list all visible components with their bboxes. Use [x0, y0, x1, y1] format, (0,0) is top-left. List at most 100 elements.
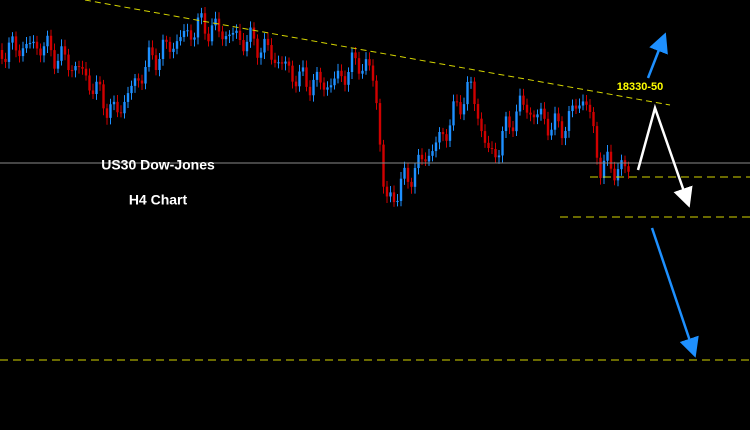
candle-body — [95, 81, 98, 95]
candle-body — [553, 113, 557, 130]
candle-body — [620, 160, 623, 170]
candle-body — [21, 48, 25, 57]
candle-body — [343, 76, 347, 85]
candle-body — [606, 151, 609, 161]
arrow-up — [646, 32, 668, 79]
candle-body — [315, 71, 319, 80]
candle-body — [14, 36, 18, 51]
candle-body — [46, 35, 49, 47]
candle-body — [60, 46, 63, 61]
candle-body — [427, 155, 431, 162]
candle-body — [445, 134, 448, 141]
candle-body — [417, 154, 420, 169]
candle-body — [182, 31, 186, 38]
candles — [0, 7, 630, 207]
candle-body — [25, 43, 28, 49]
candle-body — [532, 114, 536, 118]
candle-body — [322, 82, 326, 90]
candle-body — [560, 121, 564, 139]
candle-body — [536, 114, 539, 118]
candle-body — [112, 101, 116, 105]
candle-body — [459, 102, 462, 115]
candle-body — [354, 52, 357, 59]
candle-body — [137, 78, 140, 81]
candle-body — [515, 111, 518, 132]
candle-body — [224, 36, 228, 40]
candle-body — [84, 68, 88, 76]
candle-body — [207, 33, 210, 42]
candle-body — [193, 37, 196, 40]
candle-body — [375, 80, 378, 104]
candle-body — [357, 58, 361, 74]
candle-body — [431, 151, 434, 156]
candle-body — [340, 70, 343, 77]
candle-body — [98, 81, 102, 85]
candle-body — [494, 149, 497, 158]
candle-body — [350, 52, 354, 73]
candle-body — [469, 81, 473, 83]
candle-body — [0, 50, 4, 59]
candle-body — [81, 66, 84, 69]
candle-body — [242, 40, 245, 52]
candle-body — [228, 34, 231, 37]
candle-body — [56, 60, 60, 69]
candle-body — [277, 62, 280, 64]
candle-body — [151, 47, 154, 56]
candle-body — [161, 39, 165, 60]
candle-body — [312, 79, 315, 96]
candle-body — [347, 72, 350, 85]
candle-body — [455, 101, 459, 103]
candle-body — [413, 168, 417, 187]
candle-body — [504, 116, 508, 132]
candle-body — [210, 25, 214, 42]
candle-body — [231, 32, 235, 35]
candle-body — [511, 127, 515, 132]
candle-body — [557, 113, 560, 122]
candle-body — [144, 66, 147, 84]
candle-body — [42, 46, 46, 56]
candle-body — [564, 130, 567, 139]
candle-body — [434, 142, 438, 152]
candle-body — [550, 129, 553, 136]
candle-body — [130, 85, 133, 94]
candle-body — [203, 13, 207, 34]
candle-body — [546, 118, 550, 136]
candle-body — [382, 144, 385, 187]
candle-body — [238, 30, 242, 41]
candle-body — [63, 46, 67, 55]
candle-body — [403, 167, 406, 179]
candle-body — [578, 105, 581, 109]
candle-body — [4, 58, 7, 62]
candle-body — [508, 116, 511, 128]
candle-body — [371, 65, 375, 81]
candle-body — [35, 41, 39, 49]
candle-body — [133, 78, 137, 86]
candle-body — [214, 18, 217, 26]
candle-body — [476, 104, 480, 119]
candle-body — [175, 41, 179, 49]
candle-body — [53, 50, 56, 69]
candle-body — [235, 30, 238, 33]
candle-body — [126, 93, 130, 102]
candle-body — [280, 62, 284, 64]
candle-body — [490, 148, 494, 150]
candle-body — [385, 186, 389, 197]
candle-body — [378, 103, 382, 145]
candle-body — [32, 41, 35, 44]
candle-body — [452, 101, 455, 126]
candle-body — [616, 169, 620, 181]
candle-body — [473, 81, 476, 105]
candle-body — [301, 67, 305, 72]
candle-body — [613, 168, 616, 181]
candle-body — [424, 159, 427, 162]
candle-body — [270, 45, 273, 60]
candle-body — [291, 65, 294, 82]
candle-body — [186, 30, 189, 32]
candle-body — [28, 43, 32, 45]
candle-body — [609, 151, 613, 169]
candle-body — [105, 108, 109, 118]
candle-body — [480, 118, 483, 132]
candle-body — [123, 101, 126, 114]
candle-body — [305, 67, 308, 87]
